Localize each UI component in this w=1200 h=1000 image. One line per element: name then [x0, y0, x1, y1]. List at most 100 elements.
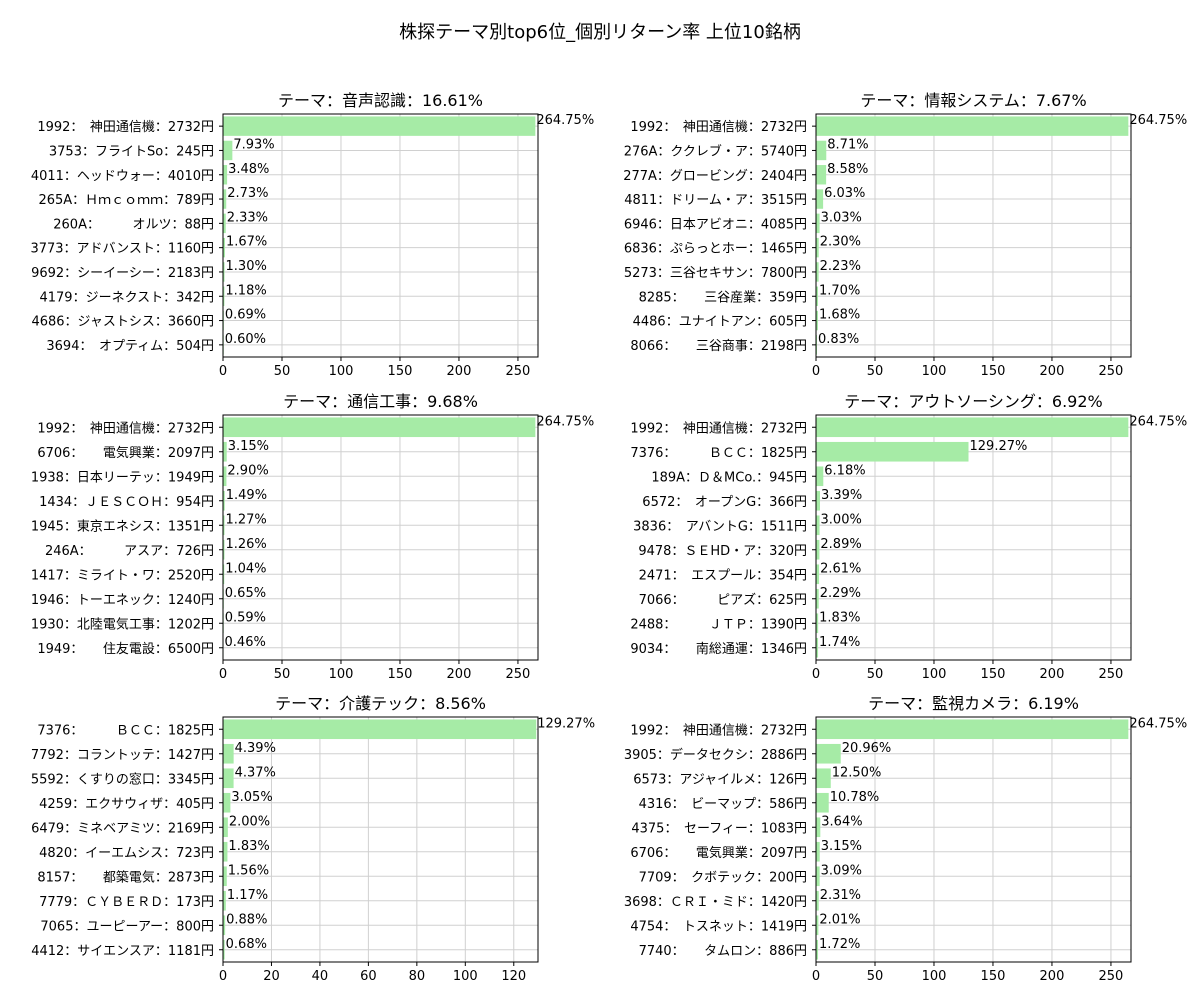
data-label: 3.00%: [821, 512, 862, 527]
y-tick-label: 4686：ジャストシス：3660円: [31, 315, 214, 330]
data-label: 10.78%: [830, 790, 880, 805]
x-tick-label: 100: [922, 667, 947, 682]
data-label: 2.31%: [820, 888, 861, 903]
y-tick-label: 7740： タムロン：886円: [639, 944, 807, 959]
bar: [223, 262, 225, 282]
bar: [223, 417, 536, 438]
y-tick-label: 1945：東京エネシス：1351円: [31, 518, 214, 534]
y-tick-label: 8066： 三谷商事：2198円: [630, 339, 807, 354]
bar: [223, 939, 225, 960]
x-tick-label: 50: [867, 364, 884, 379]
plot-frame: [815, 414, 1132, 661]
x-tick-label: 0: [219, 667, 227, 682]
bar: [816, 515, 820, 536]
data-label: 264.75%: [536, 414, 594, 429]
data-label: 264.75%: [1129, 113, 1187, 128]
data-label: 1.26%: [225, 537, 266, 552]
data-label: 129.27%: [537, 716, 595, 731]
y-tick-label: 4412：サイエンスア：1181円: [31, 944, 214, 959]
chart-panel-1: 0 50 100 150 200 250 264.75% 1992： 神田通信機：2732円 7…: [30, 91, 594, 379]
data-label: 2.29%: [820, 586, 861, 601]
bar: [816, 768, 831, 789]
bar: [816, 564, 820, 585]
bar: [223, 719, 537, 740]
bar: [816, 890, 819, 911]
bar: [223, 140, 233, 161]
data-label: 3.09%: [821, 863, 862, 878]
x-tick-label: 150: [388, 364, 413, 379]
y-tick-label: 6479：ミネベアミツ：2169円: [31, 821, 214, 836]
y-tick-label: 4820：イーエムシス：723円: [39, 846, 214, 861]
y-tick-label: 4179：ジーネクスト：342円: [39, 290, 214, 305]
y-tick-label: 6706： 電気興業：2097円: [37, 445, 214, 461]
y-tick-label: 3753：フライトSo：245円: [49, 144, 214, 159]
data-label: 0.65%: [225, 586, 266, 601]
bar: [816, 286, 819, 306]
bar: [816, 719, 1129, 740]
data-label: 3.64%: [821, 814, 862, 829]
bar: [223, 466, 227, 487]
bar: [816, 743, 841, 764]
data-label: 264.75%: [1129, 414, 1187, 429]
data-label: 2.33%: [227, 210, 268, 225]
bar: [223, 817, 228, 838]
data-label: 2.90%: [227, 463, 268, 478]
x-tick-label: 20: [263, 969, 280, 984]
bar: [223, 915, 226, 936]
y-tick-label: 6946：日本アビオニ：4085円: [624, 217, 807, 232]
data-label: 0.88%: [226, 912, 267, 927]
x-tick-label: 200: [447, 364, 472, 379]
bar: [816, 441, 969, 462]
bar: [816, 165, 827, 185]
bar: [816, 466, 824, 487]
chart-panel-6: 0 50 100 150 200 250 264.75% 1992： 神田通信機：2732円 2…: [624, 694, 1187, 984]
data-label: 3.15%: [228, 439, 269, 454]
y-tick-label: 7066： ピアズ：625円: [639, 592, 807, 608]
y-tick-label: 246A： アスア：726円: [45, 544, 214, 559]
y-tick-label: 6706： 電気興業：2097円: [630, 845, 807, 861]
data-label: 8.71%: [827, 137, 868, 152]
bar: [223, 165, 228, 185]
chart-panel-5: 0 20 40 60 80 100 120 129.27% 7376： ＢＣＣ：1825円 4.3…: [31, 694, 595, 984]
data-label: 1.67%: [226, 235, 267, 250]
y-tick-label: 9034： 南総通運：1346円: [630, 641, 807, 657]
bar: [223, 890, 226, 911]
data-label: 6.03%: [824, 186, 865, 201]
plot-frame: [222, 414, 539, 661]
data-label: 0.60%: [225, 332, 266, 347]
data-label: 1.49%: [226, 488, 267, 503]
data-label: 4.37%: [235, 765, 276, 780]
x-tick-label: 50: [867, 969, 884, 984]
y-tick-label: 1946：トーエネック：1240円: [31, 593, 214, 608]
data-label: 2.00%: [229, 814, 270, 829]
x-tick-label: 0: [812, 969, 820, 984]
x-tick-label: 100: [922, 969, 947, 984]
chart-title: テーマ：情報システム：7.67%: [860, 91, 1086, 110]
data-label: 129.27%: [970, 439, 1028, 454]
bar: [223, 116, 536, 136]
y-tick-label: 6836：ぷらっとホー：1465円: [624, 242, 807, 257]
plot-frame: [222, 113, 539, 358]
chart-panel-4: 0 50 100 150 200 250 264.75% 1992： 神田通信機：2732円 1…: [630, 392, 1187, 682]
data-label: 3.15%: [821, 839, 862, 854]
x-tick-label: 50: [274, 667, 291, 682]
y-tick-label: 4811：ドリーム・ア：3515円: [624, 193, 807, 208]
y-tick-label: 4316： ビーマップ：586円: [639, 797, 807, 812]
y-tick-label: 5592：くすりの窓口：3345円: [31, 771, 214, 787]
y-tick-label: 3836： アバントG：1511円: [633, 519, 807, 534]
chart-title: テーマ：アウトソーシング：6.92%: [844, 392, 1103, 411]
x-tick-label: 250: [1099, 667, 1124, 682]
data-label: 1.83%: [819, 610, 860, 625]
x-tick-label: 0: [812, 667, 820, 682]
x-tick-label: 150: [388, 667, 413, 682]
bar: [223, 286, 225, 306]
y-tick-label: 4011：ヘッドウォー：4010円: [31, 169, 214, 184]
x-tick-label: 150: [981, 667, 1006, 682]
bar: [223, 441, 227, 462]
x-tick-label: 100: [922, 364, 947, 379]
x-tick-label: 0: [812, 364, 820, 379]
x-tick-label: 0: [219, 969, 227, 984]
bar: [816, 237, 819, 258]
x-tick-label: 50: [867, 667, 884, 682]
y-tick-label: 7376： ＢＣＣ：1825円: [37, 723, 214, 738]
